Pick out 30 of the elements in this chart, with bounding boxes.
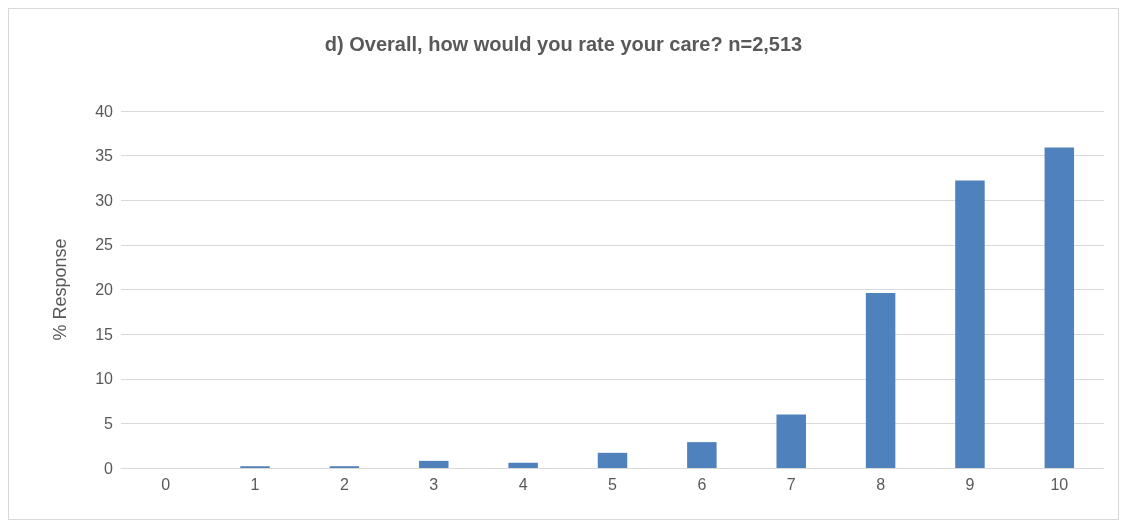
bar xyxy=(597,452,628,468)
x-tick-label: 3 xyxy=(429,475,439,493)
bar xyxy=(687,442,717,468)
y-tick-label: 40 xyxy=(95,102,114,120)
x-tick-label: 4 xyxy=(518,475,528,493)
y-axis-title: % Response xyxy=(50,238,70,341)
x-tick-label: 5 xyxy=(608,475,618,493)
bar xyxy=(508,462,538,468)
x-tick-label: 8 xyxy=(876,475,886,493)
y-tick-label: 30 xyxy=(95,191,114,209)
y-tick-label: 35 xyxy=(95,147,114,165)
x-tick-label: 1 xyxy=(250,475,260,493)
y-tick-label: 25 xyxy=(95,236,114,254)
y-tick-label: 0 xyxy=(104,459,114,477)
bar xyxy=(419,460,449,468)
x-tick-label: 7 xyxy=(786,475,796,493)
x-tick-label: 2 xyxy=(339,475,349,493)
x-tick-label: 0 xyxy=(161,475,171,493)
bar xyxy=(1044,147,1075,468)
x-tick-label: 6 xyxy=(697,475,707,493)
bar xyxy=(776,414,806,468)
chart-title: d) Overall, how would you rate your care? n=2,513 xyxy=(324,33,803,55)
y-tick-label: 20 xyxy=(95,281,114,298)
x-tick-label: 9 xyxy=(965,475,975,493)
bar xyxy=(955,180,985,468)
bar xyxy=(865,293,896,468)
x-tick-label: 10 xyxy=(1050,475,1069,493)
y-tick-label: 15 xyxy=(95,325,114,343)
y-tick-label: 10 xyxy=(95,370,114,388)
y-tick-label: 5 xyxy=(104,414,114,432)
